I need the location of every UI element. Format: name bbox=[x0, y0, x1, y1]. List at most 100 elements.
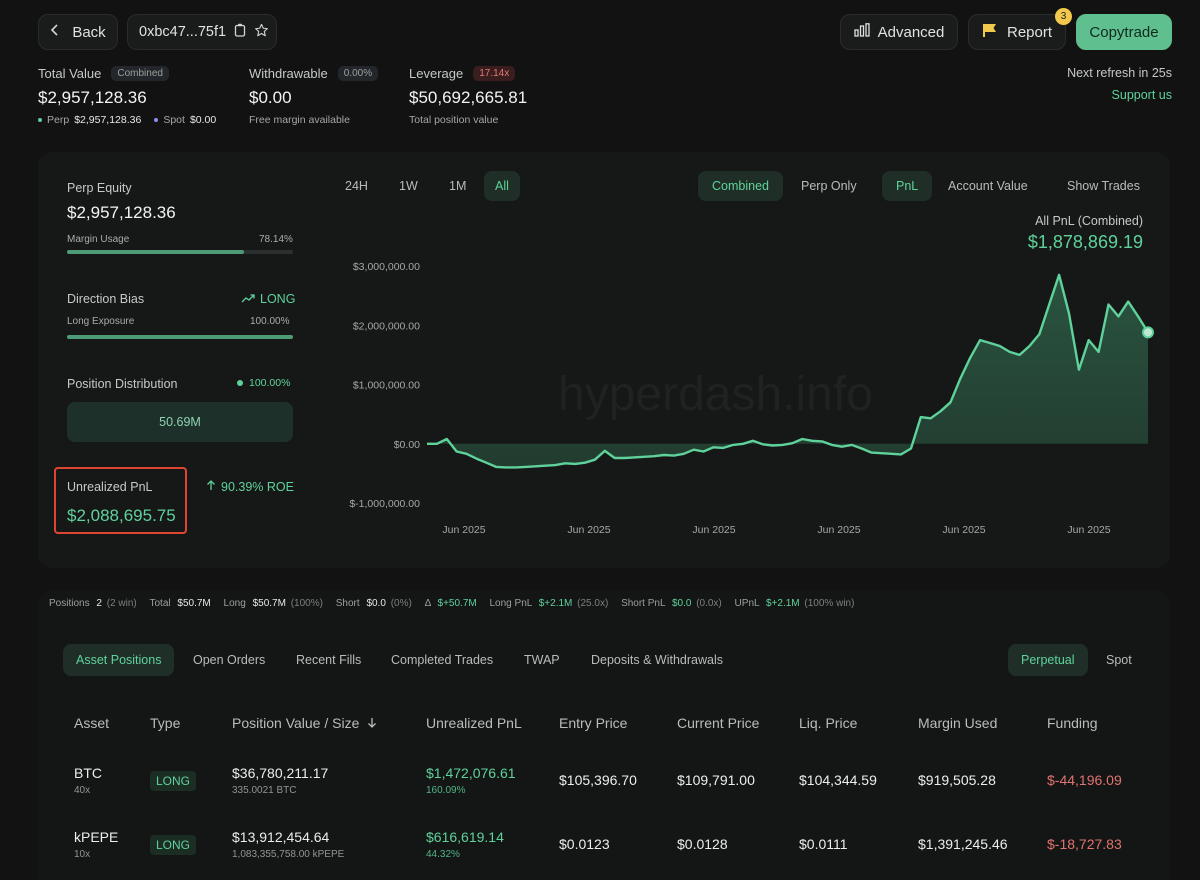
summary-upnl-label: UPnL bbox=[734, 598, 760, 609]
chart-title: All PnL (Combined) bbox=[1035, 214, 1143, 228]
row-upnl: $1,472,076.61 bbox=[426, 765, 516, 781]
row-asset: kPEPE bbox=[74, 829, 119, 845]
mode-perp-only[interactable]: Perp Only bbox=[801, 179, 857, 193]
spot-label: Spot bbox=[163, 114, 185, 126]
position-distribution-bar[interactable]: 50.69M bbox=[67, 402, 293, 442]
position-distribution-label: Position Distribution bbox=[67, 377, 178, 391]
combined-pill: Combined bbox=[111, 66, 169, 81]
star-icon[interactable] bbox=[254, 23, 269, 42]
y-tick-label: $3,000,000.00 bbox=[353, 261, 420, 273]
copytrade-button[interactable]: Copytrade bbox=[1076, 14, 1172, 50]
col-position-value[interactable]: Position Value / Size bbox=[232, 715, 377, 731]
range-1m[interactable]: 1M bbox=[449, 179, 467, 193]
report-count-badge: 3 bbox=[1055, 8, 1072, 25]
arrow-down-icon bbox=[367, 715, 377, 731]
perp-dot-icon bbox=[38, 118, 42, 122]
summary-short-pnl-sub: (0.0x) bbox=[696, 598, 722, 609]
col-liq-price[interactable]: Liq. Price bbox=[799, 715, 858, 731]
range-1w[interactable]: 1W bbox=[399, 179, 418, 193]
tab-completed-trades[interactable]: Completed Trades bbox=[391, 653, 494, 667]
range-24h[interactable]: 24H bbox=[345, 179, 368, 193]
summary-delta-label: Δ bbox=[424, 598, 431, 609]
withdrawable-value: $0.00 bbox=[249, 88, 292, 107]
row-entry: $0.0123 bbox=[559, 836, 610, 852]
x-tick-label: Jun 2025 bbox=[1067, 524, 1110, 536]
mode-combined[interactable]: Combined bbox=[698, 171, 783, 201]
leverage-stat: Leverage 17.14x $50,692,665.81 Total pos… bbox=[409, 66, 527, 126]
row-margin: $1,391,245.46 bbox=[918, 836, 1008, 852]
support-link[interactable]: Support us bbox=[1111, 88, 1172, 102]
row-margin: $919,505.28 bbox=[918, 772, 996, 788]
col-entry-price[interactable]: Entry Price bbox=[559, 715, 628, 731]
col-asset[interactable]: Asset bbox=[74, 715, 110, 731]
summary-short-label: Short bbox=[335, 598, 360, 609]
tab-recent-fills[interactable]: Recent Fills bbox=[296, 653, 362, 667]
col-current-price[interactable]: Current Price bbox=[677, 715, 760, 731]
long-exposure-label: Long Exposure bbox=[67, 316, 135, 327]
total-value-label: Total Value bbox=[38, 66, 102, 81]
tab-perpetual[interactable]: Perpetual bbox=[1008, 644, 1088, 676]
advanced-button[interactable]: Advanced bbox=[840, 14, 958, 50]
col-funding[interactable]: Funding bbox=[1047, 715, 1098, 731]
spot-dot-icon bbox=[154, 118, 159, 122]
row-liq: $104,344.59 bbox=[799, 772, 877, 788]
summary-total-value: $50.7M bbox=[177, 598, 211, 609]
chevron-left-icon bbox=[50, 23, 60, 41]
tab-spot[interactable]: Spot bbox=[1106, 653, 1132, 667]
leverage-sub: Total position value bbox=[409, 114, 499, 126]
row-funding: $-18,727.83 bbox=[1047, 836, 1122, 852]
summary-total-label: Total bbox=[149, 598, 171, 609]
col-margin-used[interactable]: Margin Used bbox=[918, 715, 998, 731]
roe: 90.39% ROE bbox=[206, 480, 294, 494]
tab-deposits-withdrawals[interactable]: Deposits & Withdrawals bbox=[591, 653, 723, 667]
tab-asset-positions[interactable]: Asset Positions bbox=[63, 644, 175, 676]
col-unrealized-pnl[interactable]: Unrealized PnL bbox=[426, 715, 522, 731]
margin-usage-value: 78.14% bbox=[259, 234, 293, 245]
direction-bias-value: LONG bbox=[260, 292, 296, 306]
row-upnl-pct: 160.09% bbox=[426, 785, 466, 796]
summary-long-label: Long bbox=[223, 598, 246, 609]
row-leverage: 10x bbox=[74, 849, 91, 860]
leverage-pill: 17.14x bbox=[473, 66, 516, 81]
metric-account-value[interactable]: Account Value bbox=[948, 179, 1028, 193]
row-type-badge: LONG bbox=[150, 771, 197, 791]
x-tick-label: Jun 2025 bbox=[567, 524, 610, 536]
summary-long-pnl-label: Long PnL bbox=[489, 598, 532, 609]
long-exposure-value: 100.00% bbox=[250, 316, 290, 327]
range-all[interactable]: All bbox=[484, 171, 520, 201]
summary-upnl-value: $+2.1M bbox=[765, 598, 800, 609]
summary-long-pnl-sub: (25.0x) bbox=[577, 598, 609, 609]
row-funding: $-44,196.09 bbox=[1047, 772, 1122, 788]
x-tick-label: Jun 2025 bbox=[692, 524, 735, 536]
y-tick-label: $-1,000,000.00 bbox=[349, 498, 420, 510]
withdrawable-stat: Withdrawable 0.00% $0.00 Free margin ava… bbox=[249, 66, 379, 126]
total-value-stat: Total Value Combined $2,957,128.36 Perp … bbox=[38, 66, 216, 126]
show-trades-button[interactable]: Show Trades bbox=[1067, 179, 1140, 193]
perp-label: Perp bbox=[47, 114, 70, 126]
metric-pnl[interactable]: PnL bbox=[882, 171, 933, 201]
col-type[interactable]: Type bbox=[150, 715, 181, 731]
x-tick-label: Jun 2025 bbox=[817, 524, 860, 536]
positions-summary: Positions 2 (2 win) Total $50.7M Long $5… bbox=[49, 598, 854, 609]
perp-equity-value: $2,957,128.36 bbox=[67, 203, 176, 222]
back-button[interactable]: Back bbox=[38, 14, 118, 50]
summary-long-value: $50.7M bbox=[252, 598, 286, 609]
spot-value: $0.00 bbox=[189, 114, 217, 126]
copy-icon[interactable] bbox=[234, 23, 246, 41]
summary-positions-value: 2 bbox=[96, 598, 102, 609]
advanced-label: Advanced bbox=[877, 23, 945, 41]
report-button[interactable]: Report bbox=[968, 14, 1066, 50]
summary-short-pnl-value: $0.0 bbox=[671, 598, 692, 609]
tab-open-orders[interactable]: Open Orders bbox=[193, 653, 266, 667]
position-distribution-value: 50.69M bbox=[159, 415, 201, 429]
tab-twap[interactable]: TWAP bbox=[524, 653, 560, 667]
pnl-area bbox=[427, 274, 1148, 468]
wallet-address: 0xbc47...75f1 bbox=[139, 24, 227, 40]
positions-panel bbox=[38, 590, 1170, 880]
x-tick-label: Jun 2025 bbox=[442, 524, 485, 536]
summary-long-pnl-value: $+2.1M bbox=[538, 598, 573, 609]
summary-long-sub: (100%) bbox=[290, 598, 323, 609]
summary-delta-value: $+50.7M bbox=[437, 598, 477, 609]
refresh-text: Next refresh in 25s bbox=[1067, 66, 1172, 80]
row-size: 1,083,355,758.00 kPEPE bbox=[232, 849, 345, 860]
